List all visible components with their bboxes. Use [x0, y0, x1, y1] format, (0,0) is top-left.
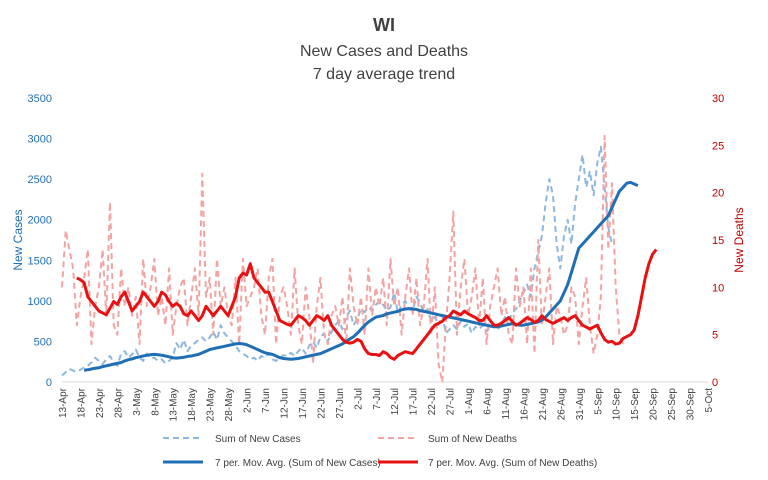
y-right-tick-label: 5: [712, 330, 718, 342]
x-tick-label: 18-Apr: [76, 387, 87, 418]
legend-label-deaths-raw: Sum of New Deaths: [428, 434, 517, 445]
x-tick-label: 11-Aug: [501, 388, 512, 420]
x-tick-label: 8-May: [150, 388, 161, 416]
x-tick-label: 2-Jun: [243, 388, 254, 413]
x-tick-label: 12-Jul: [390, 388, 401, 415]
y-right-tick-label: 0: [712, 377, 718, 389]
x-tick-label: 30-Sep: [686, 388, 697, 421]
y-right-tick-label: 30: [712, 93, 724, 105]
x-tick-label: 22-Jul: [427, 388, 438, 415]
y-left-tick-label: 2000: [28, 215, 52, 227]
y-right-tick-label: 20: [712, 188, 724, 200]
x-tick-label: 5-Oct: [704, 388, 715, 413]
legend-label-deaths-avg: 7 per. Mov. Avg. (Sum of New Deaths): [428, 458, 597, 469]
x-tick-label: 15-Sep: [630, 388, 641, 421]
x-tick-label: 1-Aug: [464, 388, 475, 415]
series-cases-raw: [61, 145, 613, 377]
x-tick-label: 20-Sep: [649, 388, 660, 421]
series-deaths-raw: [61, 134, 625, 383]
x-tick-label: 13-Apr: [58, 387, 69, 418]
series-deaths-avg: [76, 248, 658, 361]
y-axis-left-ticks: 0 500 1000 1500 2000 2500 3000 3500: [28, 93, 52, 389]
y-left-tick-label: 1500: [28, 255, 52, 267]
y-axis-left-title: New Cases: [11, 209, 25, 270]
series-layer: [61, 134, 658, 383]
x-tick-label: 3-May: [132, 388, 143, 416]
x-tick-label: 10-Sep: [612, 388, 623, 421]
x-tick-label: 6-Aug: [483, 388, 494, 415]
y-left-tick-label: 2500: [28, 174, 52, 186]
chart-subtitle-line-2: 7 day average trend: [313, 66, 455, 83]
y-left-tick-label: 3000: [28, 134, 52, 146]
y-left-tick-label: 3500: [28, 93, 52, 105]
x-tick-label: 7-Jul: [372, 388, 383, 410]
legend: Sum of New Cases Sum of New Deaths 7 per…: [163, 434, 597, 469]
y-right-tick-label: 15: [712, 235, 724, 247]
x-axis-ticks: 13-Apr 18-Apr 23-Apr 28-Apr 3-May 8-May 13-May…: [58, 387, 715, 421]
x-tick-label: 27-Jun: [335, 388, 346, 419]
x-tick-label: 27-Jul: [446, 388, 457, 415]
x-tick-label: 23-Apr: [95, 387, 106, 418]
y-axis-right-title: New Deaths: [732, 207, 746, 272]
series-cases-avg: [83, 180, 639, 372]
y-right-tick-label: 10: [712, 282, 724, 294]
x-tick-label: 18-May: [187, 388, 198, 421]
y-axis-right-ticks: 0 5 10 15 20 25 30: [712, 93, 724, 389]
y-right-tick-label: 25: [712, 140, 724, 152]
y-left-tick-label: 1000: [28, 296, 52, 308]
x-tick-label: 12-Jun: [279, 388, 290, 419]
x-tick-label: 13-May: [169, 388, 180, 421]
y-left-tick-label: 0: [46, 377, 52, 389]
x-tick-label: 16-Aug: [519, 388, 530, 420]
chart-subtitle-line-1: New Cases and Deaths: [300, 43, 468, 60]
x-tick-label: 28-May: [224, 388, 235, 421]
legend-label-cases-raw: Sum of New Cases: [215, 434, 301, 445]
chart-title: WI: [373, 15, 395, 35]
x-tick-label: 31-Aug: [575, 388, 586, 420]
x-tick-label: 2-Jul: [353, 388, 364, 410]
x-tick-label: 5-Sep: [593, 388, 604, 415]
x-tick-label: 28-Apr: [113, 387, 124, 418]
x-tick-label: 17-Jun: [298, 388, 309, 419]
y-left-tick-label: 500: [34, 336, 52, 348]
x-tick-label: 26-Aug: [556, 388, 567, 420]
x-tick-label: 23-May: [206, 388, 217, 421]
x-tick-label: 25-Sep: [667, 388, 678, 421]
x-tick-label: 22-Jun: [316, 388, 327, 419]
x-tick-label: 17-Jul: [409, 388, 420, 415]
legend-label-cases-avg: 7 per. Mov. Avg. (Sum of New Cases): [215, 458, 381, 469]
x-tick-label: 7-Jun: [261, 388, 272, 413]
x-tick-label: 21-Aug: [538, 388, 549, 420]
